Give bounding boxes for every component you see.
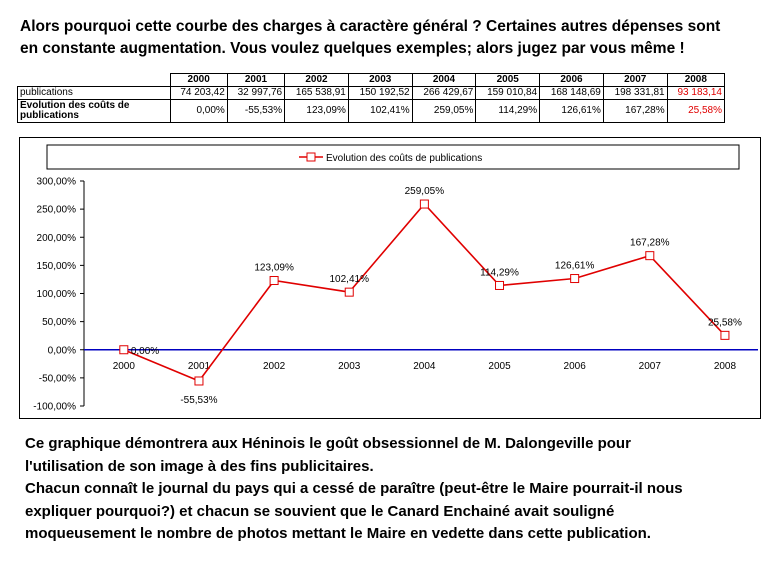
row-label: Evolution des coûts de publications xyxy=(17,99,171,123)
line-chart: Evolution des coûts de publications -100,… xyxy=(33,144,758,413)
y-tick-label: 100,00% xyxy=(37,289,77,300)
table-cell: 0,00% xyxy=(169,99,228,123)
y-tick-label: 150,00% xyxy=(37,261,77,272)
data-label: -55,53% xyxy=(180,395,217,406)
data-point-marker xyxy=(720,330,730,340)
data-point-marker xyxy=(570,274,580,284)
x-tick-label: 2008 xyxy=(714,361,737,372)
y-tick-label: 200,00% xyxy=(37,233,77,244)
y-tick-label: -50,00% xyxy=(39,373,76,384)
data-label: 0,00% xyxy=(131,346,159,357)
x-tick-label: 2002 xyxy=(263,361,286,372)
table-cell: 126,61% xyxy=(539,99,604,123)
table-row-evolution: Evolution des coûts de publications 0,00… xyxy=(17,99,726,123)
y-tick-label: 250,00% xyxy=(37,205,77,216)
data-point-marker xyxy=(645,251,655,261)
x-tick-label: 2005 xyxy=(488,361,511,372)
table-cell: 259,05% xyxy=(411,99,477,123)
outro-line-4: expliquer pourquoi?) et chacun se souvie… xyxy=(25,502,615,520)
x-tick-label: 2006 xyxy=(564,361,587,372)
year-header: 2007 xyxy=(602,73,668,87)
table-cell: 168 148,69 xyxy=(539,86,604,100)
outro-text: Ce graphique démontrera aux Héninois le … xyxy=(25,433,755,546)
data-label: 114,29% xyxy=(480,267,519,278)
table-cell: 266 429,67 xyxy=(411,86,477,100)
data-point-marker xyxy=(269,276,279,286)
x-tick-label: 2000 xyxy=(113,361,136,372)
table-header-row: 2000 2001 2002 2003 2004 2005 2006 2007 … xyxy=(17,73,726,87)
y-tick-label: 50,00% xyxy=(42,317,76,328)
data-point-marker xyxy=(495,280,505,290)
series-line xyxy=(123,202,726,382)
year-header: 2002 xyxy=(284,73,349,87)
year-header: 2004 xyxy=(411,73,477,87)
year-header: 2000 xyxy=(169,73,228,87)
data-point-marker xyxy=(419,199,429,209)
table-cell: 165 538,91 xyxy=(284,86,349,100)
legend-label: Evolution des coûts de publications xyxy=(326,153,482,164)
table-cell-highlight: 25,58% xyxy=(666,99,726,123)
intro-line-2: en constante augmentation. Vous voulez q… xyxy=(20,40,685,57)
year-header: 2006 xyxy=(539,73,604,87)
table-cell: 32 997,76 xyxy=(226,86,286,100)
table-corner xyxy=(17,73,171,87)
intro-text: Alors pourquoi cette courbe des charges … xyxy=(20,16,755,60)
year-header: 2005 xyxy=(475,73,541,87)
data-label: 126,61% xyxy=(555,261,595,272)
table-cell: 123,09% xyxy=(284,99,349,123)
table-cell: 150 192,52 xyxy=(347,86,413,100)
table-cell: 159 010,84 xyxy=(475,86,541,100)
chart-frame: Evolution des coûts de publications -100,… xyxy=(19,137,761,419)
table-cell: 102,41% xyxy=(347,99,413,123)
intro-line-1: Alors pourquoi cette courbe des charges … xyxy=(20,18,721,35)
table-cell-highlight: 93 183,14 xyxy=(666,86,726,100)
data-point-marker xyxy=(344,287,354,297)
outro-line-1: Ce graphique démontrera aux Héninois le … xyxy=(25,435,631,452)
legend-box xyxy=(46,144,740,170)
table-row-publications: publications 74 203,42 32 997,76 165 538… xyxy=(17,86,726,100)
y-tick-label: -100,00% xyxy=(33,402,76,413)
y-tick-label: 0,00% xyxy=(48,345,76,356)
data-table: 2000 2001 2002 2003 2004 2005 2006 2007 … xyxy=(17,73,726,123)
x-tick-label: 2004 xyxy=(413,361,436,372)
outro-line-3: Chacun connaît le journal du pays qui a … xyxy=(25,480,683,497)
table-cell: 74 203,42 xyxy=(169,86,228,100)
x-tick-label: 2007 xyxy=(639,361,662,372)
outro-line-2: l'utilisation de son image à des fins pu… xyxy=(25,457,374,475)
year-header: 2008 xyxy=(666,73,726,87)
table-cell: 114,29% xyxy=(475,99,541,123)
data-label: 259,05% xyxy=(405,186,445,197)
table-cell: 167,28% xyxy=(602,99,668,123)
data-point-marker xyxy=(119,345,129,355)
table-cell: -55,53% xyxy=(226,99,286,123)
data-point-marker xyxy=(194,376,204,386)
data-label: 123,09% xyxy=(254,263,294,274)
year-header: 2001 xyxy=(226,73,286,87)
legend-marker-swatch xyxy=(306,152,316,162)
table-cell: 198 331,81 xyxy=(602,86,668,100)
x-tick-label: 2003 xyxy=(338,361,361,372)
row-label: publications xyxy=(17,86,171,100)
x-tick-label: 2001 xyxy=(188,361,211,372)
data-label: 102,41% xyxy=(329,274,369,285)
year-header: 2003 xyxy=(347,73,413,87)
data-label: 167,28% xyxy=(630,238,670,249)
y-tick-label: 300,00% xyxy=(37,177,77,188)
outro-line-5: moqueusement le nombre de photos mettant… xyxy=(25,525,651,542)
data-label: 25,58% xyxy=(708,317,742,328)
